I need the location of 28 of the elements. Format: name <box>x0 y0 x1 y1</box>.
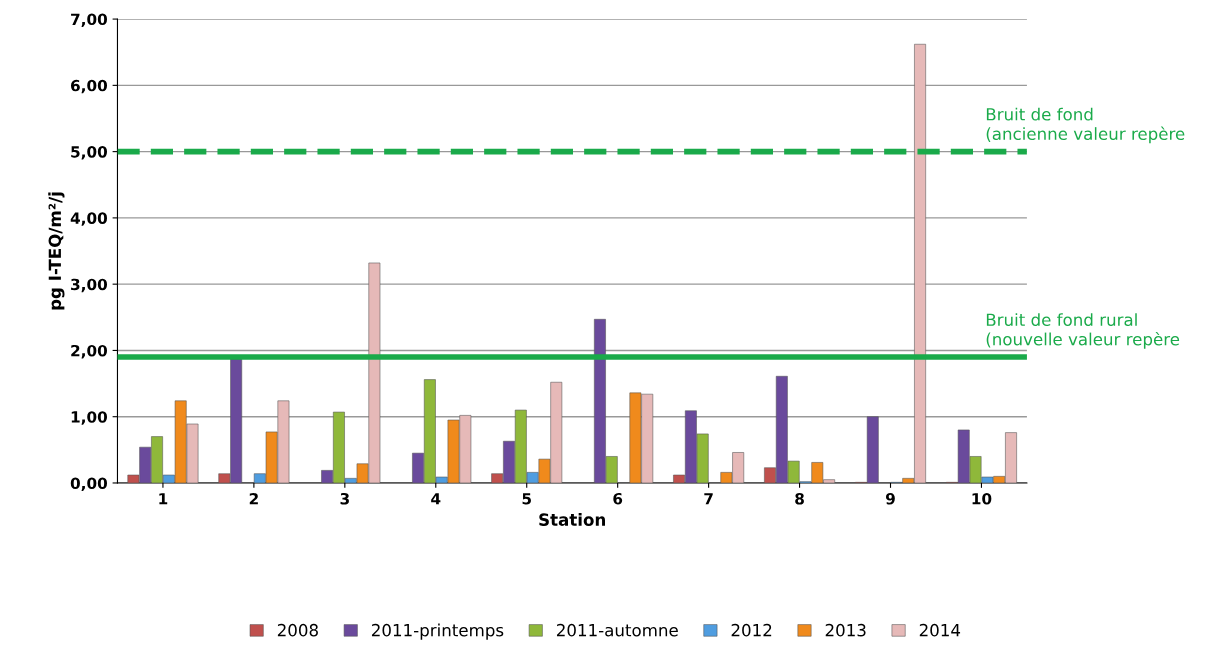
y-tick-label: 6,00 <box>71 79 108 94</box>
y-tick-label: 2,00 <box>71 344 108 359</box>
x-tick-label: 6 <box>613 492 623 505</box>
legend-label: 2012 <box>731 623 772 637</box>
ref-line-label: Bruit de fond (ancienne valeur repère <box>986 107 1185 144</box>
y-tick-label: 1,00 <box>71 411 108 425</box>
x-tick-label: 8 <box>795 492 804 505</box>
y-tick-label: 3,00 <box>71 278 108 293</box>
y-tick-label: 5,00 <box>71 146 108 160</box>
x-tick-label: 5 <box>522 493 531 505</box>
x-tick-label: 10 <box>972 492 992 505</box>
legend-label: 2011-printemps <box>371 623 504 640</box>
x-tick-label: 9 <box>885 492 895 505</box>
legend-label: 2008 <box>277 623 318 637</box>
legend-label: 2013 <box>825 623 866 637</box>
x-axis-title: Station <box>539 513 605 526</box>
x-tick-label: 2 <box>249 492 258 505</box>
y-tick-label: 4,00 <box>70 212 108 226</box>
y-tick-label: 7,00 <box>71 13 108 28</box>
legend-label: 2011-automne <box>556 623 678 637</box>
legend-label: 2014 <box>919 623 961 637</box>
x-tick-label: 1 <box>159 493 168 505</box>
x-tick-label: 3 <box>340 492 349 505</box>
ref-line-label: Bruit de fond rural (nouvelle valeur repère <box>986 313 1180 349</box>
x-tick-label: 4 <box>431 493 441 505</box>
y-tick-label: 0,00 <box>70 477 108 491</box>
x-tick-label: 7 <box>704 493 713 505</box>
y-axis-title: pg I-TEQ/m²/j <box>48 192 65 310</box>
